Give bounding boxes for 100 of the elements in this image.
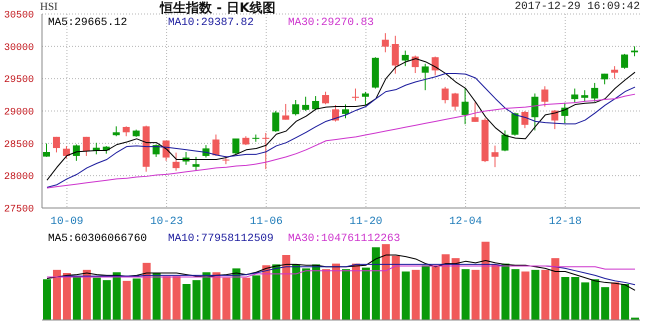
candlestick <box>62 146 70 160</box>
bar <box>72 276 81 320</box>
bar <box>382 244 390 320</box>
candlestick <box>631 46 638 57</box>
bar <box>452 258 460 320</box>
candlestick <box>492 145 498 168</box>
bar <box>62 273 71 320</box>
bar <box>402 271 410 320</box>
candlestick <box>561 102 568 124</box>
candlestick <box>282 103 290 120</box>
bar <box>82 270 91 320</box>
candlestick <box>362 91 369 106</box>
candlestick <box>402 50 409 67</box>
candlestick <box>322 91 330 105</box>
candlestick <box>262 132 270 170</box>
y-tick-label: 30000 <box>4 42 34 54</box>
bar <box>472 270 480 320</box>
bar <box>501 264 510 320</box>
bar <box>392 256 400 320</box>
x-tick-label: 10-23 <box>150 216 184 228</box>
bar <box>302 268 310 320</box>
bar <box>92 278 101 320</box>
candlestick <box>302 96 310 112</box>
bar <box>492 264 500 320</box>
line-series <box>46 94 636 188</box>
bar <box>541 270 550 320</box>
y-tick-label: 29500 <box>4 75 34 86</box>
bar <box>122 280 131 320</box>
text: MA10:29387.82 <box>168 17 255 29</box>
candlestick <box>352 88 359 102</box>
candlestick <box>531 92 538 131</box>
bar <box>312 264 320 320</box>
bar <box>551 258 560 320</box>
bar <box>142 262 151 320</box>
candlestick <box>422 63 429 91</box>
candlestick <box>252 134 260 142</box>
candlestick <box>511 112 518 136</box>
bar <box>342 269 350 320</box>
candlestick <box>122 126 130 137</box>
bar <box>601 287 610 320</box>
candlestick <box>152 144 160 158</box>
line-series <box>46 72 636 188</box>
x-tick-label: 11-20 <box>349 216 382 228</box>
candlestick <box>472 102 479 122</box>
candlestick <box>621 53 628 70</box>
x-tick-label: 10-09 <box>50 216 84 228</box>
candlestick <box>611 66 618 80</box>
bar <box>252 275 260 320</box>
series-label: MA30:104761112263 <box>288 233 402 245</box>
bar <box>362 268 370 320</box>
text: MA30:29270.83 <box>288 17 375 29</box>
bar <box>162 276 171 320</box>
candlestick <box>581 90 588 102</box>
candlestick <box>541 86 548 108</box>
bar <box>432 265 440 320</box>
candlestick <box>462 88 469 125</box>
bar <box>152 273 161 320</box>
bar <box>52 270 61 320</box>
bar <box>442 254 450 320</box>
bar <box>202 272 210 320</box>
bar <box>422 265 430 320</box>
bar <box>332 264 340 320</box>
candlestick <box>571 88 578 103</box>
bar <box>282 255 290 320</box>
candlestick <box>432 56 439 76</box>
candlestick <box>501 130 508 152</box>
candlestick <box>272 110 280 132</box>
bar <box>232 268 240 320</box>
y-tick-label: 28500 <box>4 140 34 151</box>
candlestick <box>292 100 300 116</box>
text: MA5:29665.12 <box>48 17 128 29</box>
text: MA5:60306066760 <box>48 233 148 245</box>
candlestick <box>442 86 449 104</box>
bar <box>581 282 590 320</box>
bar <box>262 265 270 320</box>
bar <box>621 284 630 320</box>
bar <box>222 278 230 320</box>
candlestick <box>521 110 528 129</box>
candlestick <box>52 136 60 153</box>
y-tick-label: 27500 <box>4 204 34 216</box>
candlestick <box>392 35 399 74</box>
text: 2017-12-29 16:09:42 <box>514 1 640 13</box>
candlestick <box>601 73 608 85</box>
bar <box>292 264 300 320</box>
bar <box>412 270 420 320</box>
bar <box>322 269 330 320</box>
y-tick-label: 29000 <box>4 108 34 119</box>
candlestick <box>312 96 320 110</box>
x-tick-label: 12-04 <box>449 216 482 228</box>
bar <box>482 242 490 320</box>
bar <box>352 264 360 320</box>
candlestick <box>591 82 598 102</box>
bar <box>372 247 380 320</box>
bar <box>521 271 530 320</box>
y-tick-label: 30500 <box>4 10 34 22</box>
candlestick <box>382 32 389 53</box>
bar <box>212 272 220 320</box>
candlestick <box>172 152 180 172</box>
x-tick-label: 11-06 <box>250 216 283 228</box>
candlestick <box>43 142 50 158</box>
